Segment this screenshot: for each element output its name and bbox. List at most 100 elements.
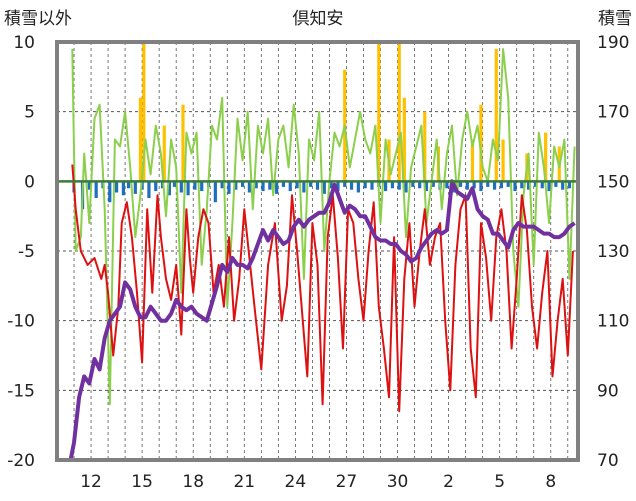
- melt-bar: [247, 181, 251, 193]
- melt-bar: [186, 181, 190, 196]
- melt-bar: [492, 181, 497, 190]
- x-tick-label: 8: [545, 472, 556, 492]
- melt-bar: [561, 181, 565, 190]
- precip-bar: [494, 48, 498, 182]
- precip-bar: [377, 42, 381, 182]
- y-left-tick-label: 10: [13, 33, 35, 53]
- melt-bar: [363, 181, 367, 189]
- melt-bar: [322, 181, 326, 194]
- melt-bar: [315, 181, 320, 190]
- melt-bar: [472, 181, 476, 189]
- melt-bar: [424, 181, 429, 192]
- y-right-tick-label: 90: [597, 381, 619, 401]
- melt-bar: [154, 181, 158, 192]
- precip-bar: [402, 97, 406, 182]
- y-left-tick-label: -5: [18, 242, 35, 262]
- melt-bar: [213, 181, 217, 203]
- temperature-line: [71, 164, 574, 413]
- y-right-tick-label: 110: [597, 312, 629, 332]
- snow_depth-line: [68, 179, 576, 461]
- melt-bar: [533, 181, 538, 187]
- melt-bar: [268, 181, 272, 190]
- melt-bar: [172, 181, 177, 187]
- series-lines: [68, 48, 576, 461]
- melt-bar: [465, 181, 469, 190]
- melt-bar: [133, 181, 137, 194]
- x-tick-label: 30: [387, 472, 409, 492]
- melt-bar: [179, 181, 183, 193]
- y-axis-label-left: 積雪以外: [4, 9, 72, 29]
- melt-bar: [234, 181, 238, 190]
- melt-bar: [343, 181, 347, 187]
- melt-bar: [479, 181, 483, 192]
- melt-bar: [126, 181, 131, 189]
- melt-bar: [94, 181, 98, 199]
- melt-bar: [411, 181, 415, 187]
- melt-bar: [302, 181, 306, 193]
- precip-bar: [142, 42, 146, 182]
- melt-bar: [390, 181, 395, 189]
- y-right-tick-label: 170: [597, 103, 629, 123]
- melt-bar: [295, 181, 299, 189]
- plot-frame: [55, 40, 580, 462]
- melt-bar: [349, 181, 354, 190]
- melt-bar: [240, 181, 245, 187]
- melt-bar: [567, 181, 572, 189]
- x-tick-label: 24: [285, 472, 307, 492]
- melt-bar: [445, 181, 449, 189]
- melt-bar: [336, 181, 340, 192]
- melt-bar: [275, 181, 279, 194]
- y-left-tick-label: -15: [7, 381, 35, 401]
- melt-bar: [506, 181, 510, 187]
- melt-bar: [147, 181, 151, 199]
- precip-bar: [470, 139, 475, 182]
- melt-bar: [200, 181, 204, 192]
- x-tick-label: 27: [336, 472, 358, 492]
- melt-bar: [261, 181, 265, 192]
- melt-bar: [220, 181, 224, 189]
- y-right-tick-label: 130: [597, 242, 629, 262]
- x-tick-label: 12: [80, 472, 102, 492]
- precip-bar: [423, 111, 427, 182]
- precip-bar: [397, 42, 401, 182]
- melt-bar: [486, 181, 490, 187]
- melt-bar: [431, 181, 435, 187]
- y-left-tick-label: 5: [24, 103, 35, 123]
- melt-bar: [458, 181, 463, 187]
- x-tick-label: 21: [233, 472, 255, 492]
- y-left-tick-label: -20: [7, 451, 35, 471]
- y-right-tick-label: 150: [597, 172, 629, 192]
- x-tick-label: 15: [131, 472, 153, 492]
- melt-bar: [87, 181, 91, 190]
- melt-bar: [370, 181, 374, 190]
- melt-bar: [193, 181, 197, 190]
- x-tick-label: 18: [182, 472, 204, 492]
- precip-bar: [181, 104, 185, 182]
- tick-labels: 10 5 0 -5 -10 -15 -20 190 170 150 130 110 90 70 12 15 18…: [7, 33, 629, 492]
- melt-bar: [108, 181, 112, 203]
- precip-bar: [479, 104, 483, 182]
- melt-bar: [356, 181, 360, 193]
- melt-bar: [309, 181, 313, 187]
- melt-bar: [254, 181, 258, 189]
- melt-bar: [329, 181, 333, 189]
- x-tick-label: 2: [443, 472, 454, 492]
- melt-bar: [554, 181, 558, 187]
- precip-bar: [544, 132, 548, 182]
- melt-bar: [281, 181, 286, 187]
- y-left-tick-label: -10: [7, 312, 35, 332]
- melt-bar: [114, 181, 119, 193]
- melt-bar: [121, 181, 126, 196]
- melt-bar: [520, 181, 524, 189]
- melt-bar: [404, 181, 408, 193]
- melt-bar: [540, 181, 544, 189]
- melt-bar: [167, 181, 171, 196]
- melt-bar: [288, 181, 292, 192]
- gridlines: [57, 42, 578, 460]
- melt-bar: [418, 181, 422, 189]
- melt-bar: [227, 181, 231, 194]
- y-axis-label-right: 積雪: [598, 9, 632, 29]
- melt-bar: [527, 181, 531, 190]
- melt-bar: [384, 181, 388, 192]
